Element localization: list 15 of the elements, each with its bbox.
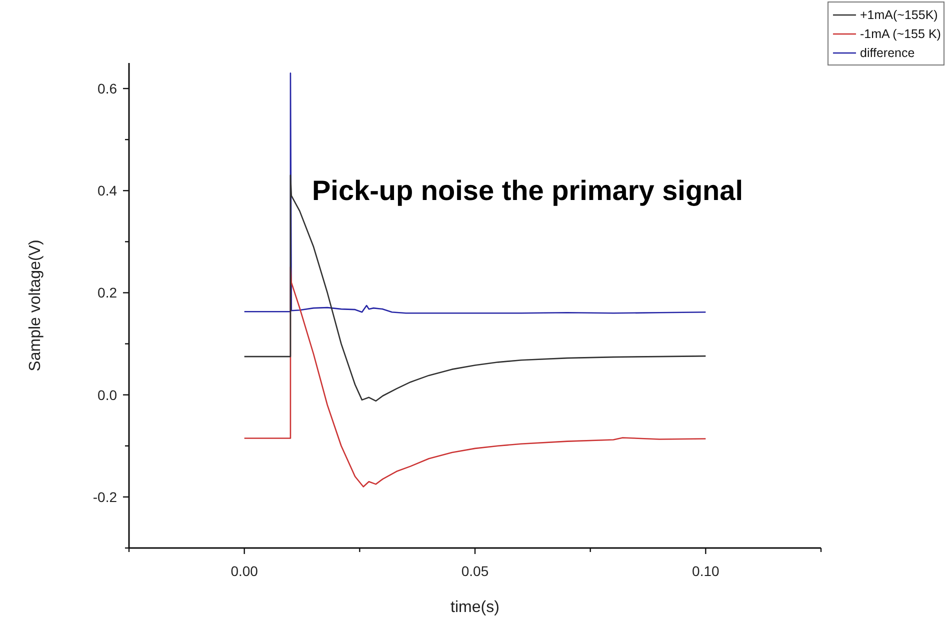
legend-label: +1mA(~155K) xyxy=(860,8,938,22)
y-tick-label: 0.2 xyxy=(98,284,118,301)
y-tick-label: -0.2 xyxy=(92,488,118,505)
x-tick-label: 0.00 xyxy=(230,563,258,579)
y-tick-label: 0.0 xyxy=(98,386,118,403)
legend-label: difference xyxy=(860,46,915,60)
x-tick-label: 0.05 xyxy=(461,563,489,579)
y-tick-label: 0.4 xyxy=(98,182,118,199)
annotation: Pick-up noise the primary signal xyxy=(312,175,744,206)
y-axis-title: Sample voltage(V) xyxy=(27,240,44,372)
y-tick-label: 0.6 xyxy=(98,80,118,97)
x-tick-label: 0.10 xyxy=(692,563,720,579)
legend-label: -1mA (~155 K) xyxy=(860,27,941,41)
line-series xyxy=(244,266,706,488)
x-axis-title: time(s) xyxy=(450,599,500,616)
